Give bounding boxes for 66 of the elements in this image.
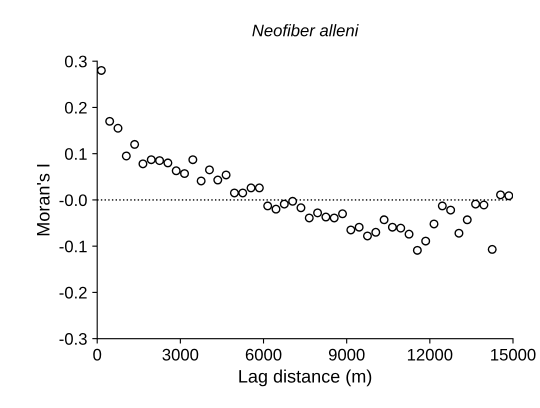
y-tick-label: 0.1 <box>64 148 87 160</box>
point <box>113 124 122 133</box>
point <box>230 188 239 198</box>
point <box>188 155 198 164</box>
x-axis-title: Lag distance (m) <box>239 369 372 386</box>
point <box>222 170 231 180</box>
point <box>238 188 248 198</box>
x-tick-label: 6000 <box>246 348 282 361</box>
y-tick-label: -0.2 <box>60 286 87 299</box>
point <box>130 140 140 149</box>
point <box>296 203 306 212</box>
point <box>380 215 389 224</box>
point <box>180 169 190 178</box>
point <box>155 156 164 166</box>
point <box>421 236 430 246</box>
point <box>204 165 214 174</box>
point <box>105 116 114 126</box>
point <box>254 183 264 192</box>
chart-title: Neofiber alleni <box>252 24 359 36</box>
point <box>330 213 339 222</box>
point <box>388 222 397 232</box>
point <box>354 222 364 232</box>
point <box>163 158 172 168</box>
point <box>288 196 298 206</box>
point <box>430 219 438 228</box>
point <box>412 246 422 255</box>
point <box>138 159 148 168</box>
point <box>462 215 472 224</box>
y-tick-label: 0.3 <box>64 56 87 68</box>
point <box>438 201 447 210</box>
x-tick-label: 3000 <box>162 348 198 361</box>
point <box>304 213 314 222</box>
point <box>346 225 356 234</box>
x-tick-label: 9000 <box>328 348 365 361</box>
point <box>479 200 488 210</box>
point <box>172 166 181 176</box>
point <box>280 200 289 209</box>
y-tick-label: -0.0 <box>60 194 87 206</box>
point <box>504 191 513 200</box>
point <box>471 200 480 209</box>
point <box>362 231 372 240</box>
point <box>196 176 206 186</box>
point <box>371 228 380 237</box>
point <box>321 212 330 222</box>
point <box>446 206 456 215</box>
point <box>488 244 497 254</box>
x-tick-label: 12000 <box>408 348 452 361</box>
y-tick-label: 0.2 <box>64 102 87 114</box>
point <box>246 183 256 192</box>
point <box>97 66 106 75</box>
point <box>496 190 506 200</box>
x-tick-label: 0 <box>93 348 102 361</box>
point <box>271 204 280 214</box>
y-tick-label: -0.3 <box>60 333 87 345</box>
point <box>146 155 156 164</box>
point <box>454 228 464 238</box>
point <box>338 209 348 218</box>
y-axis-title: Moran's I <box>37 164 50 236</box>
point <box>213 176 222 185</box>
point <box>313 208 322 218</box>
point <box>122 151 131 160</box>
point <box>263 201 272 210</box>
x-tick-label: 15000 <box>491 348 536 361</box>
point <box>396 224 406 233</box>
point <box>404 230 414 239</box>
y-tick-label: -0.1 <box>60 240 87 252</box>
